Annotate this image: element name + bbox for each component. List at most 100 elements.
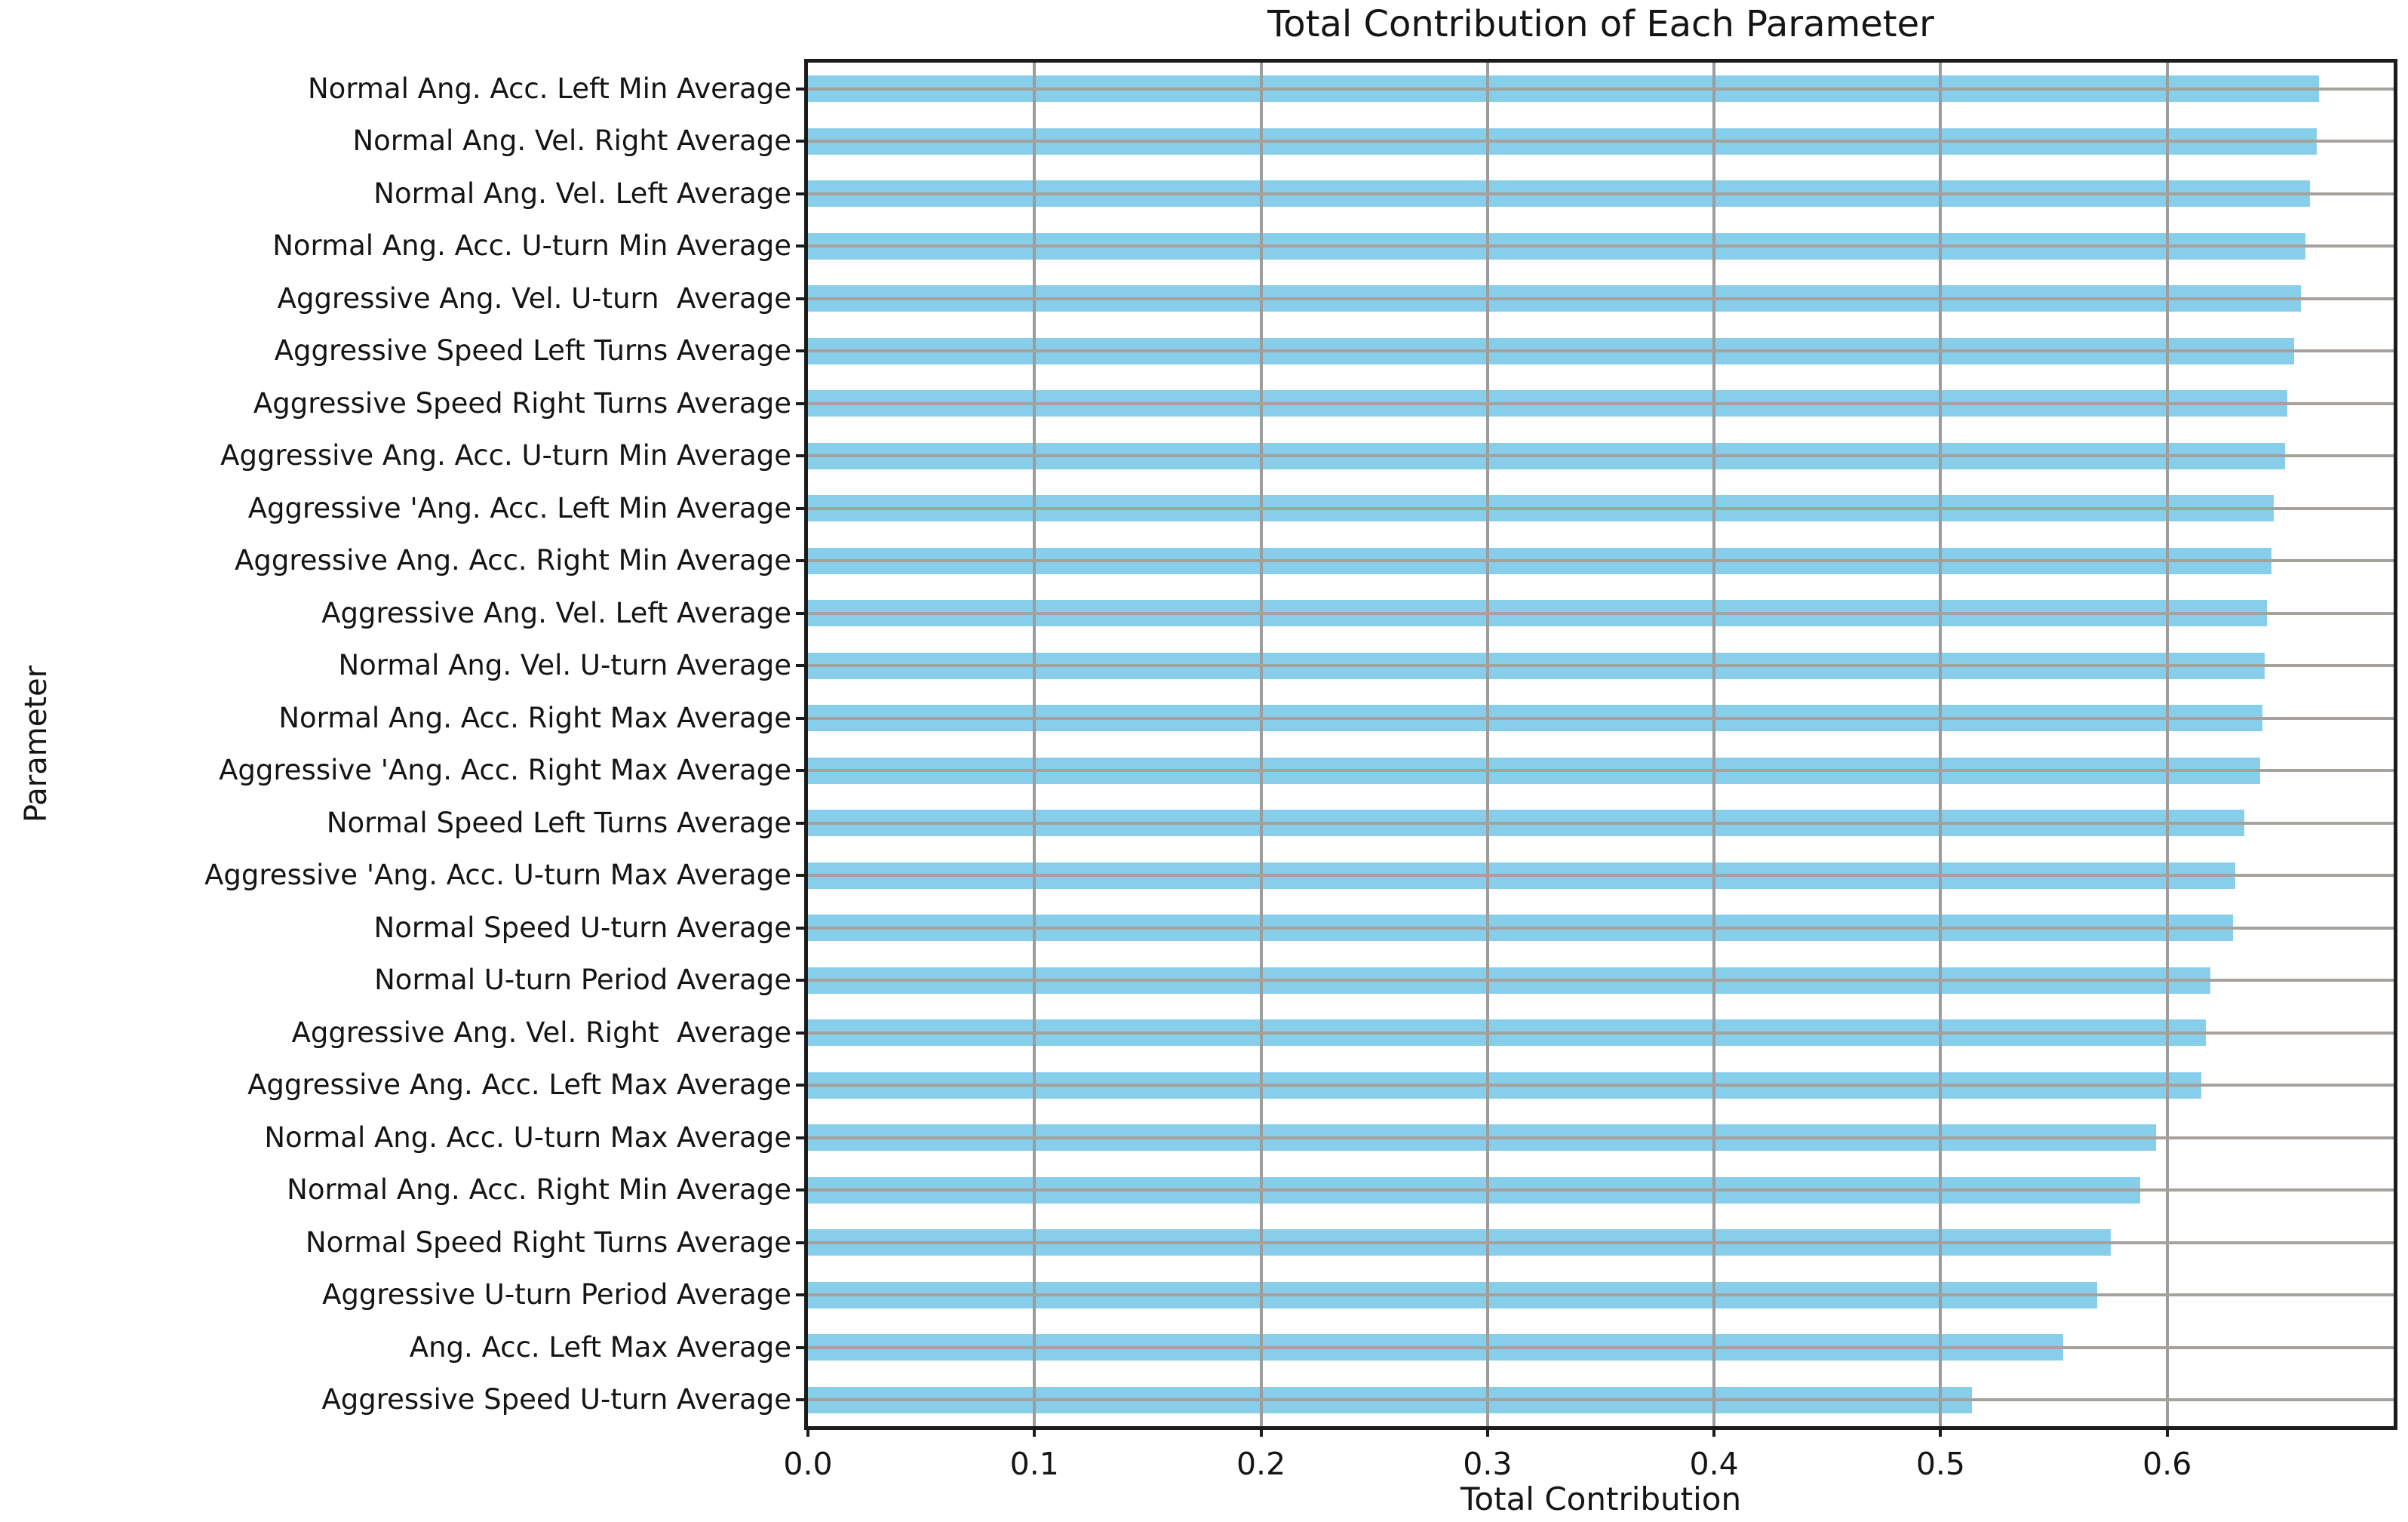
y-tick-label: Aggressive Speed Left Turns Average (274, 334, 791, 367)
y-tick-label: Aggressive 'Ang. Acc. U-turn Max Average (204, 859, 791, 892)
y-tick-mark (796, 1031, 808, 1035)
y-tick-label: Aggressive Ang. Acc. Left Max Average (247, 1068, 791, 1102)
y-gridline (808, 140, 2394, 143)
x-tick-label: 0.5 (1915, 1446, 1966, 1482)
y-gridline (808, 559, 2394, 563)
x-tick-mark (806, 1426, 809, 1437)
x-tick-mark (1259, 1426, 1263, 1437)
y-tick-mark (796, 874, 808, 878)
y-tick-label: Aggressive Speed U-turn Average (321, 1383, 791, 1416)
y-tick-mark (796, 1398, 808, 1402)
y-tick-mark (796, 611, 808, 615)
y-gridline (808, 664, 2394, 668)
y-tick-mark (796, 401, 808, 405)
y-tick-label: Normal Ang. Acc. Right Min Average (287, 1173, 791, 1207)
y-tick-mark (796, 979, 808, 982)
y-gridline (808, 979, 2394, 982)
y-gridline (808, 192, 2394, 195)
y-tick-label: Normal Ang. Acc. Right Max Average (278, 701, 791, 734)
y-tick-label: Aggressive 'Ang. Acc. Left Min Average (247, 491, 791, 524)
y-tick-mark (796, 1293, 808, 1297)
y-gridline (808, 349, 2394, 353)
y-tick-label: Aggressive Ang. Vel. U-turn Average (277, 281, 791, 315)
y-tick-label: Normal Speed Left Turns Average (326, 806, 791, 839)
y-tick-label: Ang. Acc. Left Max Average (409, 1330, 791, 1364)
y-gridline (808, 1398, 2394, 1402)
x-tick-label: 0.0 (783, 1446, 833, 1482)
y-tick-mark (796, 559, 808, 563)
y-tick-mark (796, 349, 808, 353)
y-gridline (808, 611, 2394, 615)
x-tick-label: 0.3 (1463, 1446, 1513, 1482)
y-tick-mark (796, 140, 808, 143)
y-tick-label: Normal Speed U-turn Average (373, 911, 791, 944)
chart-title: Total Contribution of Each Parameter (1267, 3, 1934, 45)
y-gridline (808, 1293, 2394, 1297)
y-tick-mark (796, 1084, 808, 1087)
x-gridline (1712, 63, 1716, 1426)
y-gridline (808, 874, 2394, 878)
y-tick-label: Normal Ang. Vel. Right Average (352, 125, 791, 158)
y-gridline (808, 297, 2394, 300)
y-gridline (808, 1084, 2394, 1087)
y-tick-label: Normal Ang. Acc. U-turn Min Average (272, 229, 791, 263)
y-gridline (808, 1241, 2394, 1244)
y-gridline (808, 1031, 2394, 1035)
y-tick-mark (796, 192, 808, 195)
y-gridline (808, 769, 2394, 773)
y-gridline (808, 821, 2394, 825)
y-tick-label: Normal Ang. Vel. Left Average (373, 177, 791, 210)
y-tick-label: Aggressive U-turn Period Average (322, 1278, 791, 1311)
y-tick-mark (796, 821, 808, 825)
x-tick-label: 0.1 (1009, 1446, 1059, 1482)
y-tick-label: Aggressive Ang. Vel. Left Average (321, 596, 791, 629)
x-tick-mark (1939, 1426, 1943, 1437)
y-gridline (808, 87, 2394, 91)
y-tick-mark (796, 769, 808, 773)
x-tick-label: 0.6 (2142, 1446, 2192, 1482)
x-gridline (1485, 63, 1489, 1426)
x-tick-mark (1712, 1426, 1716, 1437)
y-tick-label: Normal Speed Right Turns Average (306, 1225, 791, 1259)
y-gridline (808, 1136, 2394, 1139)
x-tick-mark (1033, 1426, 1037, 1437)
y-tick-label: Normal Ang. Vel. U-turn Average (338, 649, 791, 682)
y-tick-mark (796, 664, 808, 668)
y-gridline (808, 401, 2394, 405)
y-tick-mark (796, 1345, 808, 1349)
y-gridline (808, 454, 2394, 458)
y-tick-label: Aggressive 'Ang. Acc. Right Max Average (219, 754, 791, 787)
x-gridline (1033, 63, 1037, 1426)
y-tick-mark (796, 1188, 808, 1192)
y-axis-label: Parameter (19, 665, 54, 823)
y-tick-mark (796, 454, 808, 458)
y-tick-label: Aggressive Ang. Acc. U-turn Min Average (220, 439, 791, 472)
y-gridline (808, 506, 2394, 510)
y-tick-label: Normal U-turn Period Average (374, 964, 791, 997)
y-tick-mark (796, 506, 808, 510)
y-tick-mark (796, 244, 808, 248)
y-tick-label: Normal Ang. Acc. U-turn Max Average (264, 1121, 791, 1154)
y-tick-label: Aggressive Speed Right Turns Average (253, 386, 791, 420)
y-tick-label: Aggressive Ang. Acc. Right Min Average (235, 544, 791, 577)
y-tick-mark (796, 716, 808, 720)
y-tick-label: Normal Ang. Acc. Left Min Average (308, 72, 791, 105)
x-tick-mark (1485, 1426, 1489, 1437)
y-tick-mark (796, 1241, 808, 1244)
y-gridline (808, 926, 2394, 930)
x-gridline (1259, 63, 1263, 1426)
y-gridline (808, 1345, 2394, 1349)
x-tick-label: 0.4 (1689, 1446, 1739, 1482)
x-tick-mark (2165, 1426, 2169, 1437)
y-tick-mark (796, 87, 808, 91)
y-tick-mark (796, 926, 808, 930)
y-tick-mark (796, 297, 808, 300)
x-gridline (1939, 63, 1943, 1426)
y-gridline (808, 244, 2394, 248)
x-tick-label: 0.2 (1236, 1446, 1286, 1482)
y-gridline (808, 1188, 2394, 1192)
x-axis-label: Total Contribution (1460, 1480, 1742, 1517)
y-tick-label: Aggressive Ang. Vel. Right Average (291, 1016, 791, 1049)
plot-area-frame (804, 59, 2397, 1430)
